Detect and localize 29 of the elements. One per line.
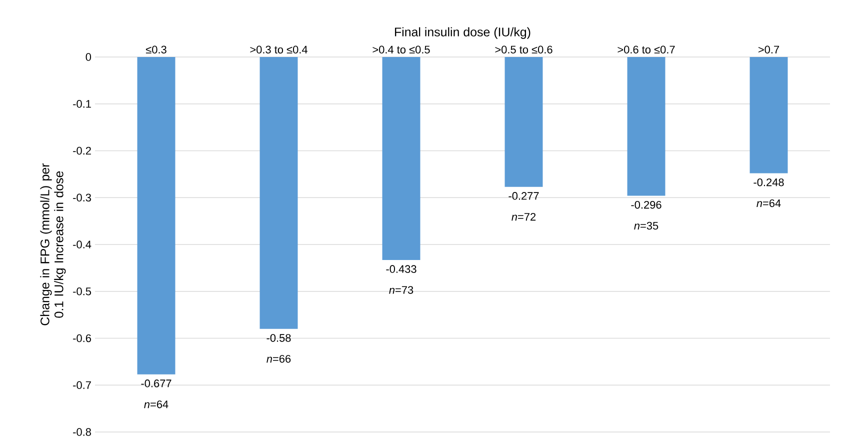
annotation: n=66 [266, 354, 291, 363]
data-label: -0.433 [386, 265, 416, 273]
x-tick-label: >0.5 to ≤0.6 [495, 46, 552, 54]
x-tick-label: >0.7 [758, 46, 780, 54]
y-tick-label: -0.5 [73, 288, 92, 296]
x-axis-title: Final insulin dose (IU/kg) [394, 27, 530, 39]
data-label: -0.677 [141, 380, 172, 388]
y-axis-title: Change in FPG (mmol/L) per 0.1 IU/kg Increase in dose [40, 163, 66, 326]
data-label: -0.277 [508, 192, 539, 200]
y-tick-label: -0.2 [73, 146, 91, 155]
annotation: n=72 [512, 212, 536, 221]
x-tick-label: >0.6 to ≤0.7 [618, 46, 675, 54]
y-tick-label: -0.8 [73, 428, 91, 436]
y-tick-label: -0.3 [73, 194, 91, 202]
annotation: n=73 [389, 286, 414, 294]
annotation: n=35 [634, 222, 658, 230]
annotation: n=64 [756, 199, 781, 208]
annotation: n=64 [144, 400, 168, 408]
y-tick-label: -0.6 [73, 334, 91, 342]
x-tick-label: >0.4 to ≤0.5 [372, 46, 430, 54]
data-label: -0.58 [266, 334, 291, 342]
data-label: -0.296 [631, 200, 662, 209]
data-label: -0.248 [754, 178, 784, 186]
y-tick-label: -0.7 [73, 381, 91, 390]
y-tick-label: 0 [86, 53, 92, 61]
y-tick-label: -0.4 [73, 240, 92, 248]
x-tick-label: ≤0.3 [146, 46, 166, 54]
x-tick-label: >0.3 to ≤0.4 [250, 46, 308, 54]
y-tick-label: -0.1 [73, 100, 91, 108]
